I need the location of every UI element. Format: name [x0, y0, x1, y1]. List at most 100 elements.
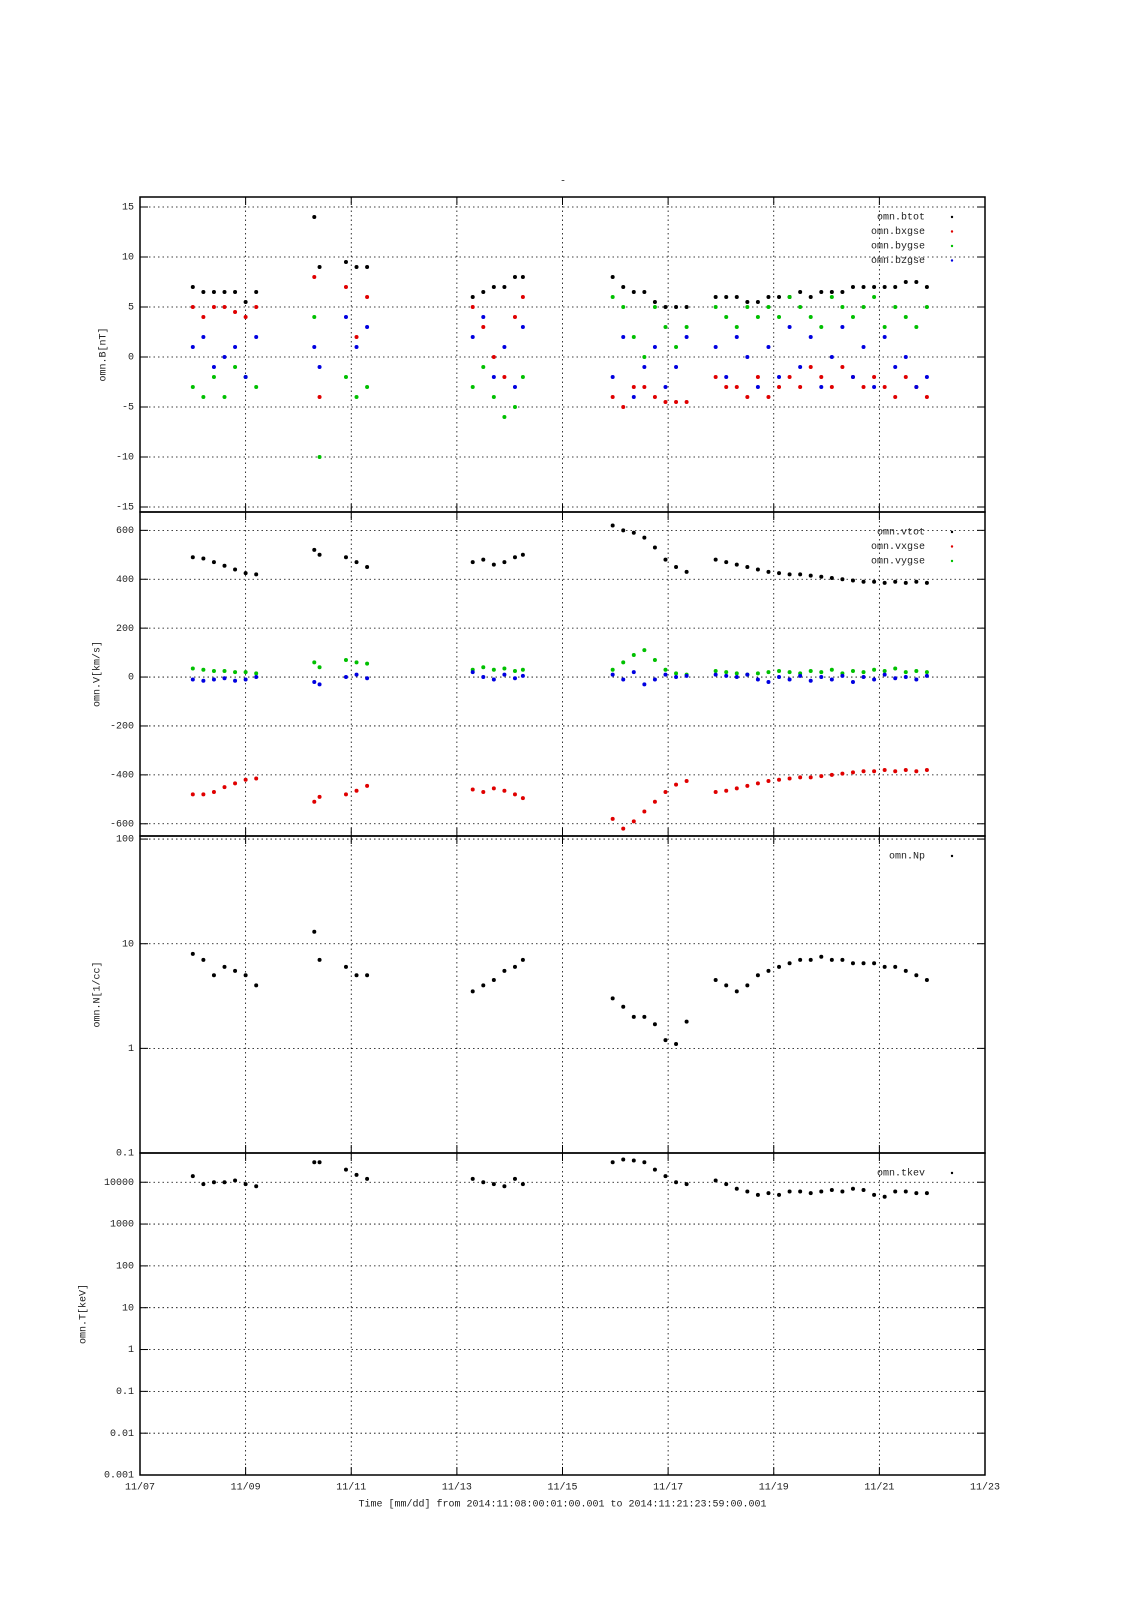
- data-point: [829, 667, 834, 672]
- data-point: [631, 670, 636, 675]
- data-point: [520, 796, 525, 801]
- data-point: [642, 1014, 647, 1019]
- data-point: [777, 315, 782, 319]
- data-point: [365, 783, 370, 788]
- data-point: [520, 325, 525, 329]
- y-tick-label: -15: [116, 503, 134, 514]
- data-point: [491, 978, 496, 983]
- data-point: [491, 375, 496, 379]
- data-point: [924, 375, 929, 379]
- data-point: [481, 325, 486, 329]
- data-point: [610, 816, 615, 821]
- data-point: [882, 285, 887, 289]
- data-point: [745, 1189, 750, 1194]
- data-point: [502, 672, 507, 677]
- data-point: [222, 676, 227, 681]
- data-point: [190, 677, 195, 682]
- data-point: [840, 305, 845, 309]
- x-tick-label: 11/23: [970, 1482, 1000, 1494]
- data-point: [365, 676, 370, 681]
- data-point: [755, 567, 760, 572]
- data-point: [621, 528, 626, 533]
- data-point: [254, 572, 259, 577]
- data-point: [914, 325, 919, 329]
- data-point: [882, 335, 887, 339]
- data-point: [850, 285, 855, 289]
- data-point: [621, 305, 626, 309]
- data-point: [631, 1014, 636, 1019]
- data-point: [211, 668, 216, 673]
- data-point: [734, 295, 739, 299]
- data-point: [893, 365, 898, 369]
- data-point: [724, 673, 729, 678]
- x-tick-label: 11/17: [653, 1482, 683, 1494]
- data-point: [734, 562, 739, 567]
- data-point: [734, 675, 739, 680]
- data-point: [829, 1188, 834, 1193]
- data-point: [470, 787, 475, 792]
- data-point: [211, 677, 216, 682]
- data-point: [724, 670, 729, 675]
- data-point: [914, 385, 919, 389]
- data-point: [674, 305, 679, 309]
- data-point: [610, 295, 615, 299]
- data-point: [610, 395, 615, 399]
- data-point: [734, 325, 739, 329]
- data-point: [819, 385, 824, 389]
- x-tick-label: 11/13: [442, 1482, 472, 1494]
- data-point: [734, 385, 739, 389]
- data-point: [787, 1189, 792, 1194]
- data-point: [684, 569, 689, 574]
- data-point: [317, 957, 322, 962]
- data-point: [872, 375, 877, 379]
- data-point: [808, 775, 813, 780]
- data-point: [233, 365, 238, 369]
- data-point: [819, 774, 824, 779]
- data-point: [766, 670, 771, 675]
- y-tick-label: 1: [128, 1044, 134, 1055]
- data-point: [819, 675, 824, 680]
- data-point: [850, 1186, 855, 1191]
- data-point: [829, 957, 834, 962]
- data-point: [684, 325, 689, 329]
- data-point: [798, 957, 803, 962]
- data-point: [674, 782, 679, 787]
- data-point: [924, 395, 929, 399]
- data-point: [512, 315, 517, 319]
- data-point: [924, 285, 929, 289]
- legend-marker: [950, 559, 954, 563]
- data-point: [233, 781, 238, 786]
- data-point: [840, 577, 845, 582]
- legend-label: omn.vtot: [877, 528, 925, 539]
- data-point: [893, 964, 898, 969]
- data-point: [861, 1188, 866, 1193]
- y-axis-label: omn.V[km/s]: [92, 641, 104, 707]
- data-point: [317, 665, 322, 670]
- data-point: [642, 535, 647, 540]
- y-tick-label: 1000: [110, 1220, 134, 1231]
- data-point: [317, 265, 322, 269]
- data-point: [631, 1158, 636, 1163]
- data-point: [872, 961, 877, 966]
- data-point: [211, 1180, 216, 1185]
- data-point: [734, 335, 739, 339]
- data-point: [317, 552, 322, 557]
- y-tick-label: 1: [128, 1345, 134, 1356]
- y-tick-label: 15: [122, 203, 134, 214]
- data-point: [365, 973, 370, 978]
- data-point: [222, 395, 227, 399]
- data-point: [745, 672, 750, 677]
- data-point: [610, 1160, 615, 1165]
- data-point: [861, 579, 866, 584]
- data-point: [491, 667, 496, 672]
- data-point: [481, 789, 486, 794]
- data-point: [642, 355, 647, 359]
- y-tick-label: -10: [116, 453, 134, 464]
- data-point: [190, 385, 195, 389]
- data-point: [903, 280, 908, 284]
- y-tick-label: 10000: [104, 1178, 134, 1189]
- data-point: [201, 556, 206, 561]
- data-point: [254, 671, 259, 676]
- legend-label: omn.vygse: [871, 557, 925, 568]
- data-point: [745, 565, 750, 570]
